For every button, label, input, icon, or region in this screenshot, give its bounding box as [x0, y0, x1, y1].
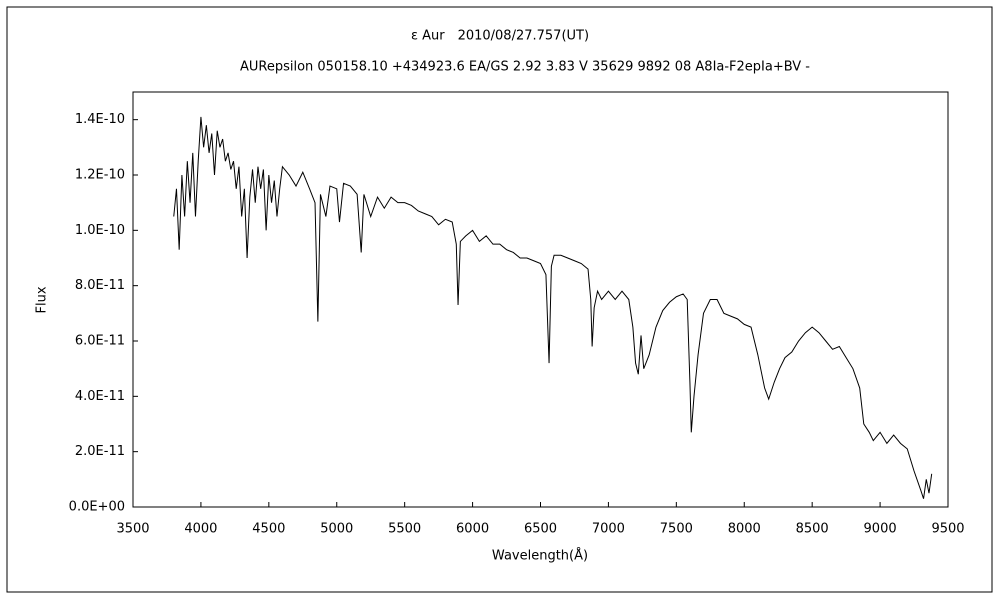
y-tick-label: 0.0E+00: [69, 500, 125, 515]
x-tick-label: 7000: [592, 522, 625, 537]
spectrum-line: [173, 116, 933, 499]
x-tick-label: 5500: [388, 522, 421, 537]
y-tick-label: 8.0E-11: [75, 278, 125, 293]
y-tick-label: 1.0E-10: [75, 223, 125, 238]
y-axis-label: Flux: [35, 286, 50, 313]
x-tick-label: 3500: [116, 522, 149, 537]
x-tick-label: 4500: [252, 522, 285, 537]
chart-title: ε Aur 2010/08/27.757(UT): [411, 29, 589, 44]
x-tick-label: 8500: [796, 522, 829, 537]
x-tick-label: 5000: [320, 522, 353, 537]
chart-subtitle: AURepsilon 050158.10 +434923.6 EA/GS 2.9…: [240, 60, 810, 75]
y-tick-label: 2.0E-11: [75, 444, 125, 459]
x-tick-label: 9000: [864, 522, 897, 537]
y-tick-label: 1.2E-10: [75, 168, 125, 183]
x-tick-label: 6500: [524, 522, 557, 537]
x-tick-label: 9500: [931, 522, 964, 537]
x-tick-label: 6000: [456, 522, 489, 537]
y-tick-label: 4.0E-11: [75, 389, 125, 404]
y-tick-label: 1.4E-10: [75, 112, 125, 127]
x-tick-label: 8000: [728, 522, 761, 537]
plot-area: [132, 91, 949, 508]
x-axis-label: Wavelength(Å): [492, 548, 588, 564]
x-tick-label: 4000: [184, 522, 217, 537]
y-tick-label: 6.0E-11: [75, 334, 125, 349]
x-tick-label: 7500: [660, 522, 693, 537]
